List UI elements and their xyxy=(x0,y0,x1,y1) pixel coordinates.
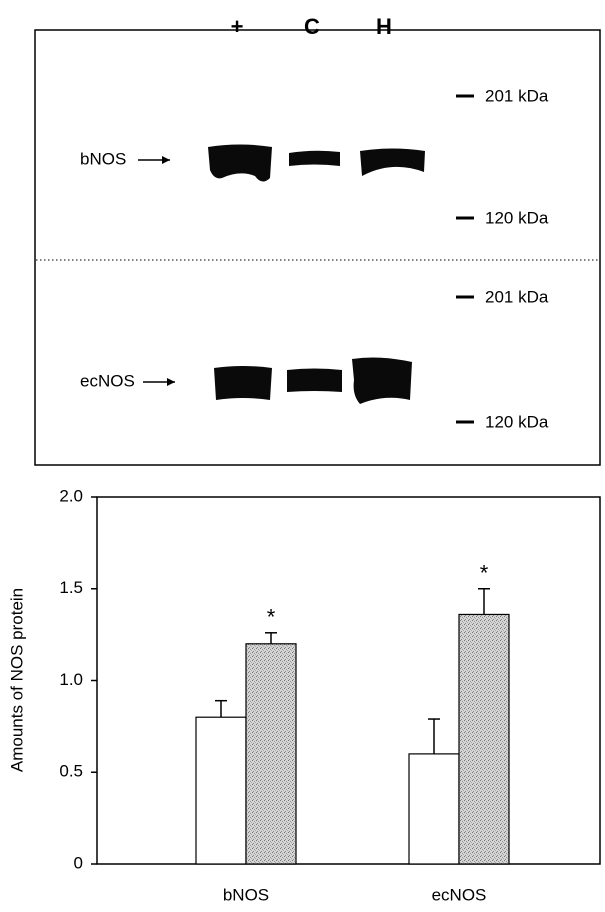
band-label: ecNOS xyxy=(80,371,135,390)
bar xyxy=(409,754,459,864)
y-tick-label: 1.0 xyxy=(59,670,83,689)
blot-band xyxy=(287,369,342,393)
x-tick-label: bNOS xyxy=(223,885,269,904)
lane-label: + xyxy=(231,14,244,39)
y-tick-label: 0 xyxy=(74,853,83,872)
marker-label: 120 kDa xyxy=(485,208,549,227)
blot-band xyxy=(360,149,425,177)
lane-label: H xyxy=(376,14,392,39)
arrow-head xyxy=(167,378,175,386)
blot-band xyxy=(352,358,412,404)
arrow-head xyxy=(162,156,170,164)
band-label: bNOS xyxy=(80,149,126,168)
bar xyxy=(196,717,246,864)
page: {"blot": {"lanes": ["+", "C", "H"], "pan… xyxy=(0,0,605,912)
significance-mark: * xyxy=(267,605,276,630)
bar xyxy=(246,644,296,864)
blot-band xyxy=(208,145,272,182)
marker-label: 120 kDa xyxy=(485,412,549,431)
marker-label: 201 kDa xyxy=(485,287,549,306)
bar xyxy=(459,614,509,864)
significance-mark: * xyxy=(480,561,489,586)
y-tick-label: 1.5 xyxy=(59,578,83,597)
blot-band xyxy=(214,366,272,400)
y-axis-label: Amounts of NOS protein xyxy=(7,588,26,772)
figure: + C H bNOS ecNOS 201 kDa 120 kDa 201 kDa… xyxy=(0,0,605,912)
y-tick-label: 0.5 xyxy=(59,762,83,781)
blot-band xyxy=(289,151,340,166)
y-tick-label: 2.0 xyxy=(59,486,83,505)
plot-frame xyxy=(97,497,600,864)
lane-label: C xyxy=(304,14,320,39)
x-tick-label: ecNOS xyxy=(432,885,487,904)
marker-label: 201 kDa xyxy=(485,86,549,105)
